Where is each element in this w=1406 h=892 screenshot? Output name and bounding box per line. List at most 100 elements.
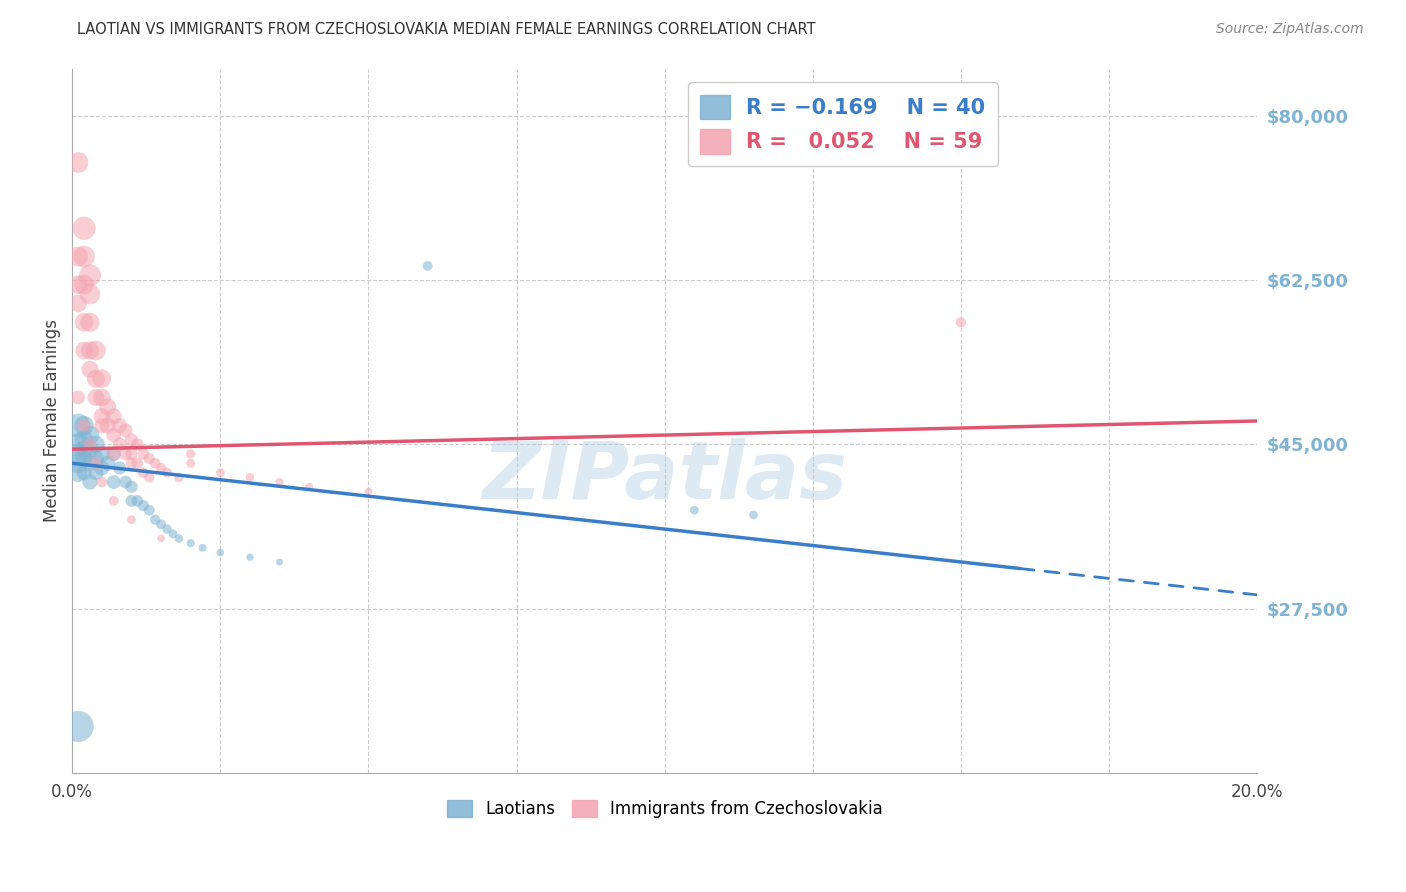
Legend: Laotians, Immigrants from Czechoslovakia: Laotians, Immigrants from Czechoslovakia (440, 794, 890, 825)
Point (121, 494, 143, 508)
Text: ZIPatlas: ZIPatlas (482, 438, 848, 516)
Point (73, 433, 96, 447)
Point (90, 475, 112, 489)
Point (90, 391, 112, 405)
Point (114, 423, 136, 437)
Point (67, 466, 90, 480)
Point (103, 447, 125, 461)
Point (79, 343, 101, 358)
Point (97, 400, 120, 414)
Point (156, 522, 179, 536)
Point (79, 268, 101, 283)
Point (67, 391, 90, 405)
Point (67, 418, 90, 433)
Point (103, 428, 125, 442)
Point (90, 418, 112, 433)
Point (73, 466, 96, 480)
Point (191, 541, 214, 555)
Point (683, 503, 706, 517)
Point (79, 362, 101, 376)
Point (138, 503, 160, 517)
Point (67, 296, 90, 310)
Point (73, 343, 96, 358)
Point (167, 532, 190, 546)
Point (79, 287, 101, 301)
Point (84, 343, 107, 358)
Point (67, 155, 90, 169)
Point (209, 466, 232, 480)
Point (138, 470, 160, 484)
Point (73, 451, 96, 466)
Point (90, 461, 112, 475)
Point (90, 447, 112, 461)
Point (121, 480, 143, 494)
Point (949, 315, 972, 329)
Point (121, 447, 143, 461)
Point (127, 494, 149, 508)
Point (79, 315, 101, 329)
Point (97, 418, 120, 433)
Point (114, 447, 136, 461)
Point (742, 508, 765, 522)
Point (269, 475, 291, 489)
Point (180, 456, 202, 470)
Point (79, 428, 101, 442)
Point (269, 555, 291, 569)
Point (239, 550, 262, 565)
Point (73, 277, 96, 292)
Point (67, 437, 90, 451)
Point (90, 372, 112, 386)
Point (132, 499, 155, 513)
Point (209, 545, 232, 559)
Point (84, 466, 107, 480)
Point (150, 517, 173, 532)
Point (90, 409, 112, 424)
Point (67, 456, 90, 470)
Point (108, 437, 131, 451)
Text: LAOTIAN VS IMMIGRANTS FROM CZECHOSLOVAKIA MEDIAN FEMALE EARNINGS CORRELATION CHA: LAOTIAN VS IMMIGRANTS FROM CZECHOSLOVAKI… (77, 22, 815, 37)
Point (416, 259, 439, 273)
Point (103, 409, 125, 424)
Point (180, 447, 202, 461)
Point (150, 532, 173, 546)
Point (73, 418, 96, 433)
Point (67, 447, 90, 461)
Point (167, 470, 190, 484)
Y-axis label: Median Female Earnings: Median Female Earnings (44, 319, 60, 523)
Point (156, 466, 179, 480)
Point (298, 480, 321, 494)
Point (79, 437, 101, 451)
Point (73, 315, 96, 329)
Point (67, 719, 90, 733)
Point (138, 451, 160, 466)
Text: Source: ZipAtlas.com: Source: ZipAtlas.com (1216, 22, 1364, 37)
Point (143, 456, 166, 470)
Point (132, 447, 155, 461)
Point (73, 442, 96, 457)
Point (103, 447, 125, 461)
Point (127, 456, 149, 470)
Point (79, 456, 101, 470)
Point (79, 475, 101, 489)
Point (103, 494, 125, 508)
Point (162, 526, 184, 541)
Point (150, 461, 173, 475)
Point (132, 466, 155, 480)
Point (97, 456, 120, 470)
Point (79, 442, 101, 457)
Point (84, 451, 107, 466)
Point (114, 475, 136, 489)
Point (143, 513, 166, 527)
Point (73, 250, 96, 264)
Point (84, 437, 107, 451)
Point (73, 418, 96, 433)
Point (108, 461, 131, 475)
Point (121, 456, 143, 470)
Point (127, 437, 149, 451)
Point (239, 470, 262, 484)
Point (121, 433, 143, 447)
Point (73, 221, 96, 235)
Point (357, 484, 380, 499)
Point (103, 475, 125, 489)
Point (180, 536, 202, 550)
